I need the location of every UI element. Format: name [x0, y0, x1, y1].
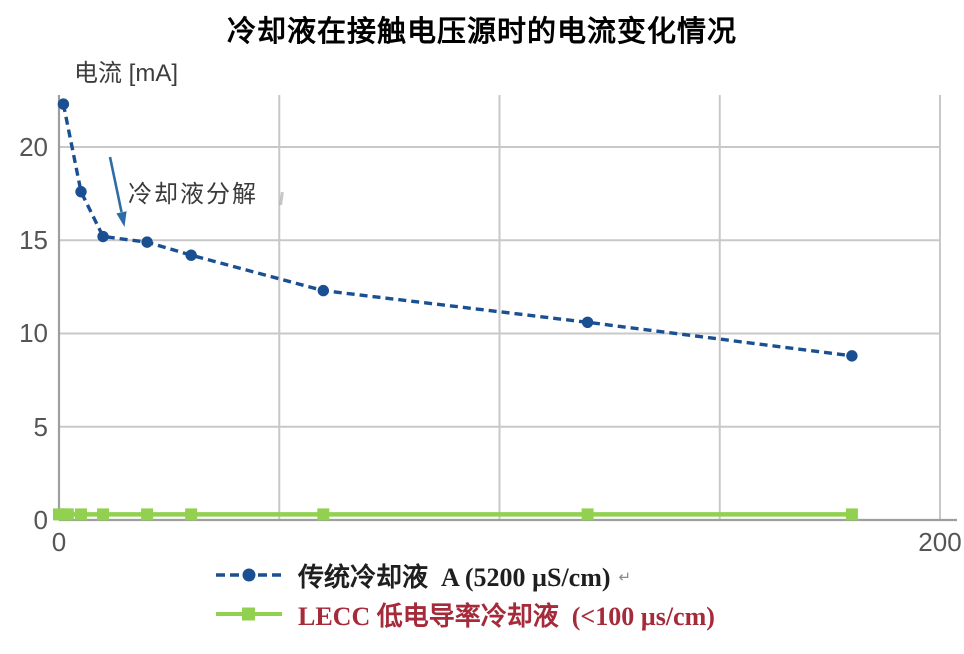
- y-tick-10: 10: [19, 318, 48, 348]
- legend-solid-line-square-icon: [216, 607, 282, 621]
- y-tick-0: 0: [33, 505, 48, 535]
- data-point-circle: [57, 98, 70, 110]
- data-point-circle: [141, 236, 153, 248]
- y-tick-20: 20: [19, 132, 48, 162]
- data-point-circle: [185, 249, 197, 261]
- annotation-arrow-shaft: [108, 156, 123, 213]
- return-mark: ↵: [618, 569, 632, 586]
- data-point-circle: [97, 230, 109, 243]
- data-point-square: [97, 508, 110, 521]
- annotation-coolant-decomposition: 冷却液分解: [128, 181, 258, 208]
- legend-item-lecc-coolant: LECC 低电导率冷却液 (<100 µs/cm): [216, 597, 715, 631]
- data-point-circle: [581, 316, 594, 329]
- legend-dashed-line-circle-icon: [216, 568, 282, 582]
- data-point-square: [75, 508, 88, 521]
- data-point-circle: [75, 186, 87, 198]
- annotation-arrow-head: [116, 211, 127, 227]
- series-line-dashed: [61, 103, 853, 358]
- x-tick-0: 0: [51, 527, 67, 557]
- data-point-square: [845, 508, 858, 521]
- data-point-square: [141, 508, 154, 521]
- chart-title: 冷却液在接触电压源时的电流变化情况: [226, 16, 737, 48]
- legend-label-lecc-coolant: LECC 低电导率冷却液 (<100 µs/cm): [298, 600, 715, 631]
- y-tick-5: 5: [33, 412, 48, 442]
- data-point-circle: [317, 284, 329, 297]
- data-point-square: [581, 508, 594, 521]
- data-point-circle: [846, 350, 858, 362]
- legend-label-traditional-coolant: 传统冷却液 A (5200 µS/cm): [298, 561, 611, 592]
- legend-item-traditional-coolant: 传统冷却液 A (5200 µS/cm) ↵: [216, 558, 631, 592]
- data-point-square: [317, 508, 330, 521]
- y-axis-label: 电流 [mA]: [74, 60, 179, 87]
- y-tick-15: 15: [19, 225, 48, 255]
- data-point-square: [185, 508, 198, 521]
- data-point-square: [61, 508, 74, 521]
- x-tick-200: 200: [918, 527, 962, 557]
